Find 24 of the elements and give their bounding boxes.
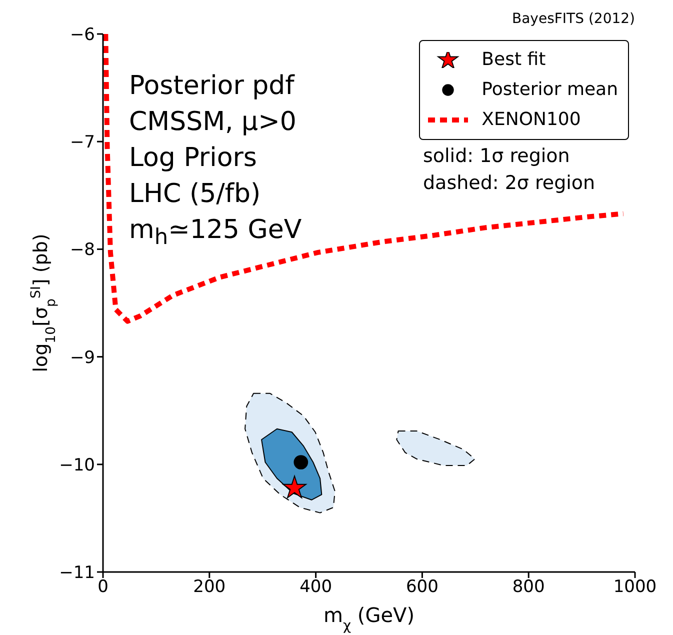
legend-label: XENON100 [482,108,581,132]
annotation: dashed: 2σ region [423,172,596,194]
annotation: solid: 1σ region [423,145,570,167]
y-tick-label: −9 [70,348,95,368]
y-tick-label: −11 [59,563,95,584]
y-tick-label: −7 [70,132,95,153]
legend-label: Posterior mean [482,78,618,102]
annotation: CMSSM, μ>0 [129,107,296,137]
y-tick-label: −6 [70,25,95,46]
x-tick-label: 200 [193,577,226,598]
annotation: m$_{h}$≃125 GeV [129,215,302,250]
y-tick-label: −10 [59,455,95,476]
annotation: Posterior pdf [129,71,294,101]
y-tick-label: −8 [70,240,95,260]
x-axis-title: m$_{χ}$ (GeV) [323,603,415,634]
x-tick-label: 400 [300,577,332,598]
x-tick-label: 0 [98,577,108,598]
annotation: Log Priors [129,143,257,173]
annotation: LHC (5/fb) [129,179,261,209]
text: BayesFITS (2012) [512,11,635,28]
x-tick-label: 800 [512,577,545,598]
x-tick-label: 1000 [613,577,657,598]
legend-label: Best fit [482,48,546,72]
x-tick-label: 600 [406,577,438,598]
